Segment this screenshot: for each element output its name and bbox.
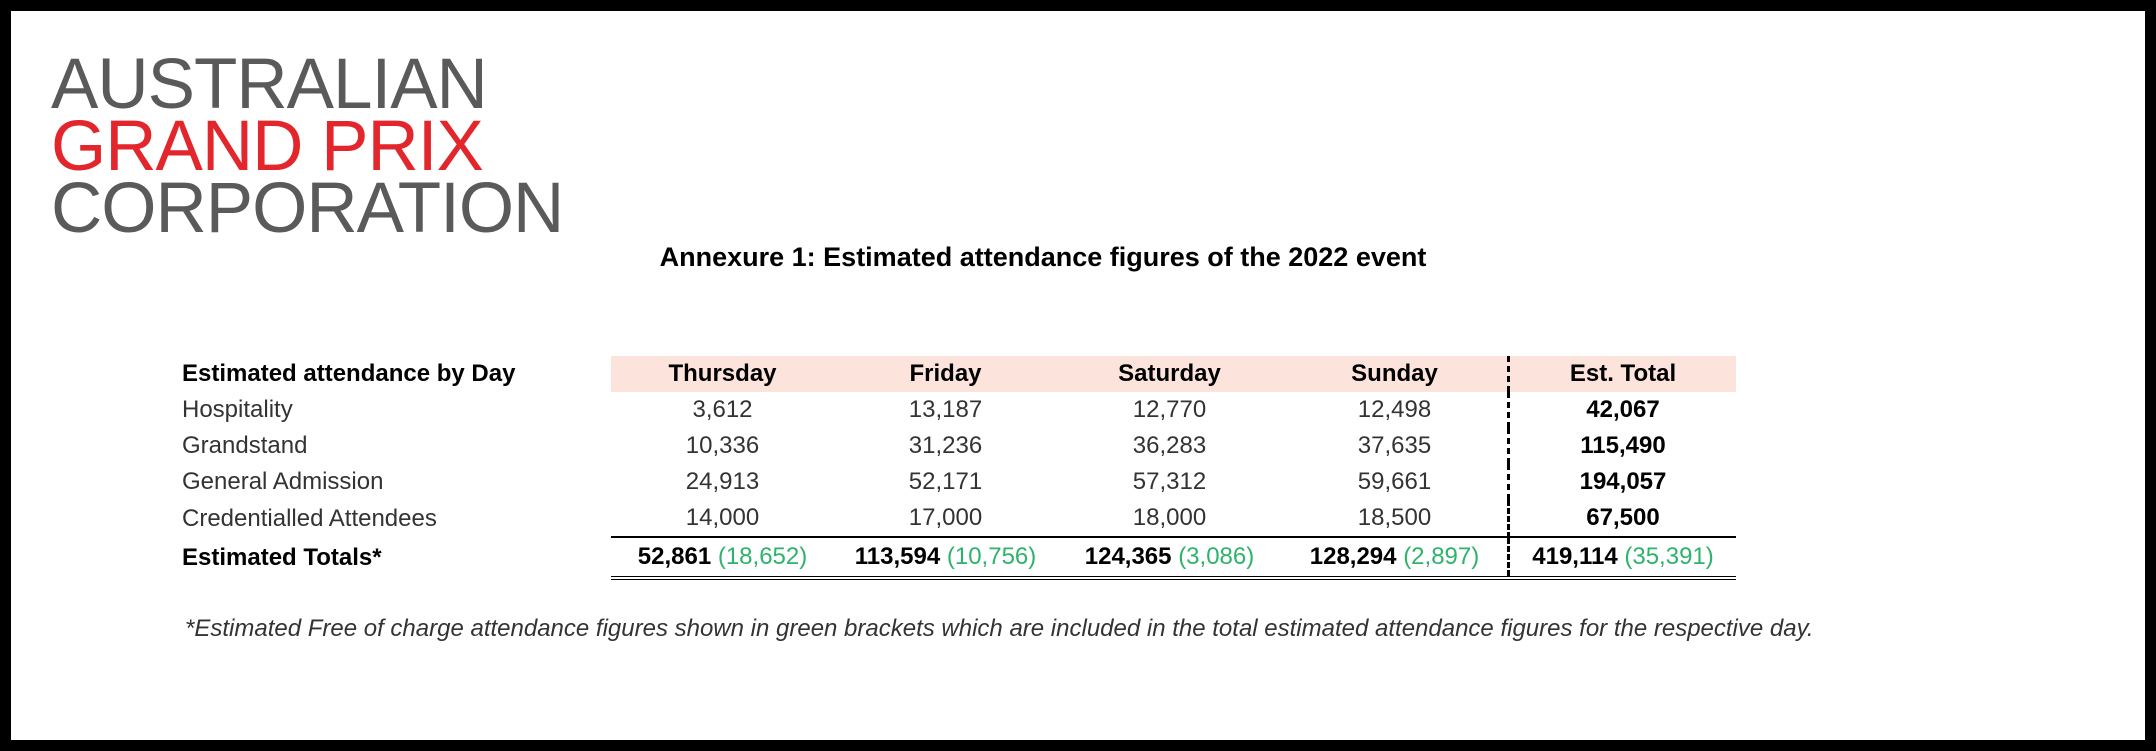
totals-row: Estimated Totals* 52,861 (18,652) 113,59… xyxy=(182,536,1736,580)
row-label: Hospitality xyxy=(182,396,293,423)
footnote: *Estimated Free of charge attendance fig… xyxy=(185,615,1814,642)
cell-saturday: 36,283 xyxy=(1132,432,1207,459)
cell-friday: 13,187 xyxy=(908,396,983,423)
total-est-total: 419,114 (35,391) xyxy=(1507,536,1736,580)
table-header-row: Estimated attendance by Day Thursday Fri… xyxy=(182,356,1736,392)
free-of-charge-value: (35,391) xyxy=(1624,543,1714,570)
header-saturday: Saturday xyxy=(1057,356,1282,392)
row-label: Grandstand xyxy=(182,432,308,459)
attendance-table: Estimated attendance by Day Thursday Fri… xyxy=(182,356,1736,580)
free-of-charge-value: (18,652) xyxy=(717,543,808,570)
total-thursday: 52,861 (18,652) xyxy=(611,536,834,580)
total-value: 113,594 xyxy=(854,543,941,570)
cell-friday: 31,236 xyxy=(908,432,983,459)
cell-thursday: 14,000 xyxy=(685,504,760,531)
table-row: Grandstand 10,336 31,236 36,283 37,635 1… xyxy=(182,428,1736,464)
total-friday: 113,594 (10,756) xyxy=(834,536,1057,580)
cell-saturday: 12,770 xyxy=(1132,396,1207,423)
total-saturday: 124,365 (3,086) xyxy=(1057,536,1282,580)
cell-total: 42,067 xyxy=(1507,392,1736,428)
free-of-charge-value: (10,756) xyxy=(946,543,1037,570)
logo-line-3: CORPORATION xyxy=(51,169,564,248)
document-title: Annexure 1: Estimated attendance figures… xyxy=(659,242,1427,272)
totals-label: Estimated Totals* xyxy=(182,543,382,571)
table-row: Credentialled Attendees 14,000 17,000 18… xyxy=(182,500,1736,537)
total-value: 52,861 xyxy=(637,543,712,570)
free-of-charge-value: (3,086) xyxy=(1178,543,1255,570)
header-est-total: Est. Total xyxy=(1507,356,1736,392)
cell-saturday: 18,000 xyxy=(1132,504,1207,531)
grand-total-value: 419,114 xyxy=(1532,543,1618,570)
row-label: Credentialled Attendees xyxy=(182,504,437,532)
cell-total: 67,500 xyxy=(1507,500,1736,537)
table-row: Hospitality 3,612 13,187 12,770 12,498 4… xyxy=(182,392,1736,428)
document-page: AUSTRALIAN GRAND PRIX CORPORATION Annexu… xyxy=(11,11,2145,740)
cell-thursday: 3,612 xyxy=(692,396,753,423)
cell-total: 115,490 xyxy=(1507,428,1736,464)
header-label: Estimated attendance by Day xyxy=(182,360,516,387)
total-value: 128,294 xyxy=(1309,543,1397,570)
cell-thursday: 10,336 xyxy=(685,432,760,459)
cell-sunday: 18,500 xyxy=(1357,504,1432,531)
header-sunday: Sunday xyxy=(1282,356,1509,392)
cell-sunday: 12,498 xyxy=(1357,396,1432,423)
cell-saturday: 57,312 xyxy=(1132,468,1207,495)
header-friday: Friday xyxy=(834,356,1057,392)
cell-friday: 52,171 xyxy=(908,468,983,495)
cell-thursday: 24,913 xyxy=(685,468,760,495)
free-of-charge-value: (2,897) xyxy=(1403,543,1480,570)
logo-line-2: GRAND PRIX xyxy=(51,107,484,186)
agpc-logo: AUSTRALIAN GRAND PRIX CORPORATION xyxy=(51,45,564,248)
cell-total: 194,057 xyxy=(1507,464,1736,500)
total-sunday: 128,294 (2,897) xyxy=(1282,536,1509,580)
header-thursday: Thursday xyxy=(611,356,834,392)
row-label: General Admission xyxy=(182,468,384,495)
cell-sunday: 37,635 xyxy=(1357,432,1432,459)
total-value: 124,365 xyxy=(1084,543,1172,570)
cell-sunday: 59,661 xyxy=(1357,468,1432,495)
logo-line-1: AUSTRALIAN xyxy=(51,45,488,124)
table-row: General Admission 24,913 52,171 57,312 5… xyxy=(182,464,1736,500)
cell-friday: 17,000 xyxy=(908,504,983,531)
